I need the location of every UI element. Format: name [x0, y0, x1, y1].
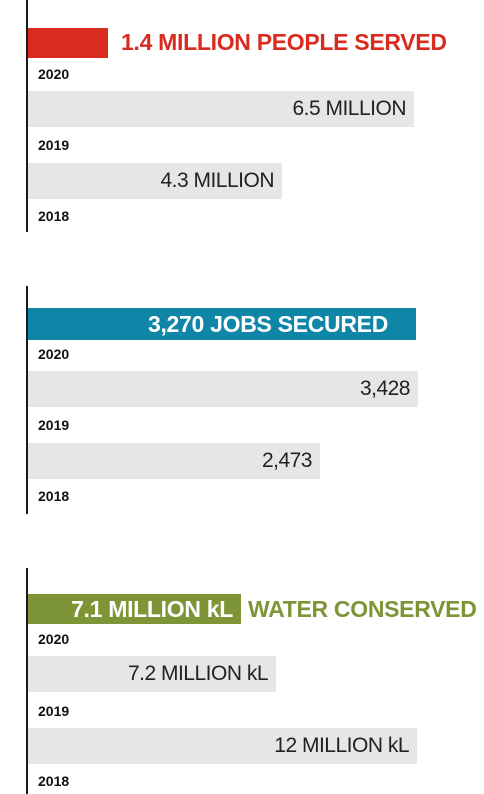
headline-suffix: WATER CONSERVED [248, 596, 477, 622]
headline-bar-2020: 3,270 JOBS SECURED [28, 308, 416, 340]
bar-2019: 3,428 [28, 371, 418, 407]
bar-2019: 6.5 MILLION [28, 91, 414, 127]
year-label-2019: 2019 [38, 417, 70, 433]
year-label-2020: 2020 [38, 346, 70, 362]
axis-line [26, 0, 28, 232]
axis-line [26, 286, 28, 514]
bar-2018: 2,473 [28, 443, 320, 479]
headline-label: 1.4 MILLION PEOPLE SERVED [121, 29, 447, 55]
axis-line [26, 568, 28, 794]
headline-bar-2020 [28, 28, 108, 58]
year-label-2018: 2018 [38, 488, 70, 504]
bar-2019: 7.2 MILLION kL [28, 656, 276, 692]
headline-bar-2020: 7.1 MILLION kL [28, 594, 241, 624]
year-label-2019: 2019 [38, 137, 70, 153]
bar-2018: 4.3 MILLION [28, 163, 282, 199]
year-label-2020: 2020 [38, 631, 70, 647]
bar-2018: 12 MILLION kL [28, 728, 417, 764]
year-label-2018: 2018 [38, 208, 70, 224]
year-label-2019: 2019 [38, 703, 70, 719]
year-label-2018: 2018 [38, 773, 70, 789]
year-label-2020: 2020 [38, 66, 70, 82]
